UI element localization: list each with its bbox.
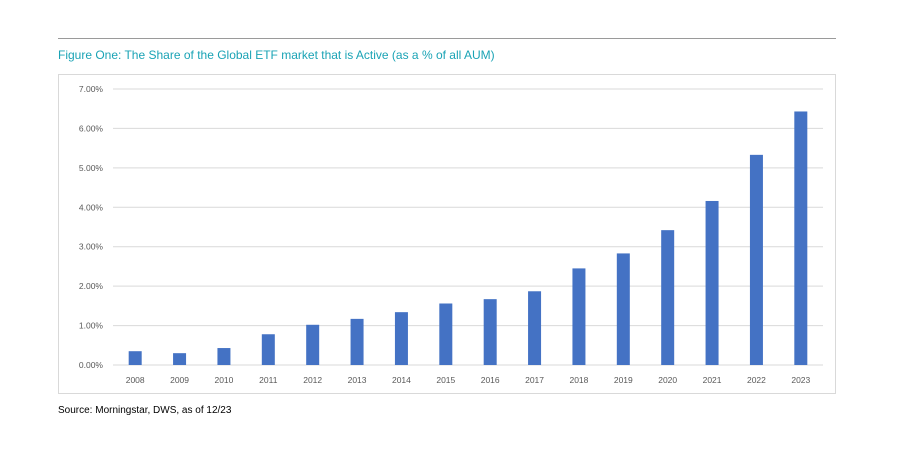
x-axis-ticks: 2008 2009 2010 2011 2012 2013 2014 2015 2016 2017… [126, 375, 811, 385]
gridlines [113, 88, 823, 366]
x-tick-label: 2009 [170, 375, 189, 385]
x-tick-label: 2022 [747, 375, 766, 385]
bar-2017 [528, 291, 542, 365]
x-tick-label: 2020 [658, 375, 677, 385]
bar-2021 [705, 200, 719, 365]
x-tick-label: 2014 [392, 375, 411, 385]
y-tick-label: 1.00% [79, 321, 104, 331]
x-tick-label: 2018 [569, 375, 588, 385]
bar-2008 [128, 351, 142, 365]
x-tick-label: 2010 [214, 375, 233, 385]
source-note: Source: Morningstar, DWS, as of 12/23 [58, 405, 232, 416]
bar-2022 [749, 154, 763, 365]
y-tick-label: 3.00% [79, 242, 104, 252]
x-tick-label: 2013 [348, 375, 367, 385]
y-tick-label: 0.00% [79, 360, 104, 370]
x-tick-label: 2017 [525, 375, 544, 385]
x-tick-label: 2008 [126, 375, 145, 385]
x-tick-label: 2021 [703, 375, 722, 385]
bar-2012 [306, 324, 320, 365]
y-tick-label: 4.00% [79, 202, 104, 212]
x-tick-label: 2016 [481, 375, 500, 385]
chart-frame [58, 74, 836, 394]
bar-2023 [794, 111, 808, 365]
bar-2019 [616, 253, 630, 365]
x-tick-label: 2023 [791, 375, 810, 385]
bar-2010 [217, 348, 231, 365]
x-tick-label: 2015 [436, 375, 455, 385]
bar-2020 [661, 230, 675, 365]
top-divider [58, 38, 836, 39]
bars [128, 111, 808, 365]
x-tick-label: 2012 [303, 375, 322, 385]
bar-2011 [261, 334, 275, 365]
bar-2009 [173, 353, 187, 365]
bar-2014 [394, 312, 408, 365]
y-tick-label: 6.00% [79, 123, 104, 133]
y-tick-label: 2.00% [79, 281, 104, 291]
figure-title: Figure One: The Share of the Global ETF … [58, 48, 495, 62]
y-axis-ticks: 0.00% 1.00% 2.00% 3.00% 4.00% 5.00% 6.00% 7.00% [79, 84, 104, 370]
bar-2016 [483, 299, 497, 365]
x-tick-label: 2019 [614, 375, 633, 385]
x-tick-label: 2011 [259, 375, 278, 385]
y-tick-label: 7.00% [79, 84, 104, 94]
bar-chart: 0.00% 1.00% 2.00% 3.00% 4.00% 5.00% 6.00% 7.00%… [79, 84, 823, 385]
bar-2013 [350, 318, 364, 365]
bar-2015 [439, 303, 453, 365]
bar-2018 [572, 268, 586, 365]
y-tick-label: 5.00% [79, 163, 104, 173]
